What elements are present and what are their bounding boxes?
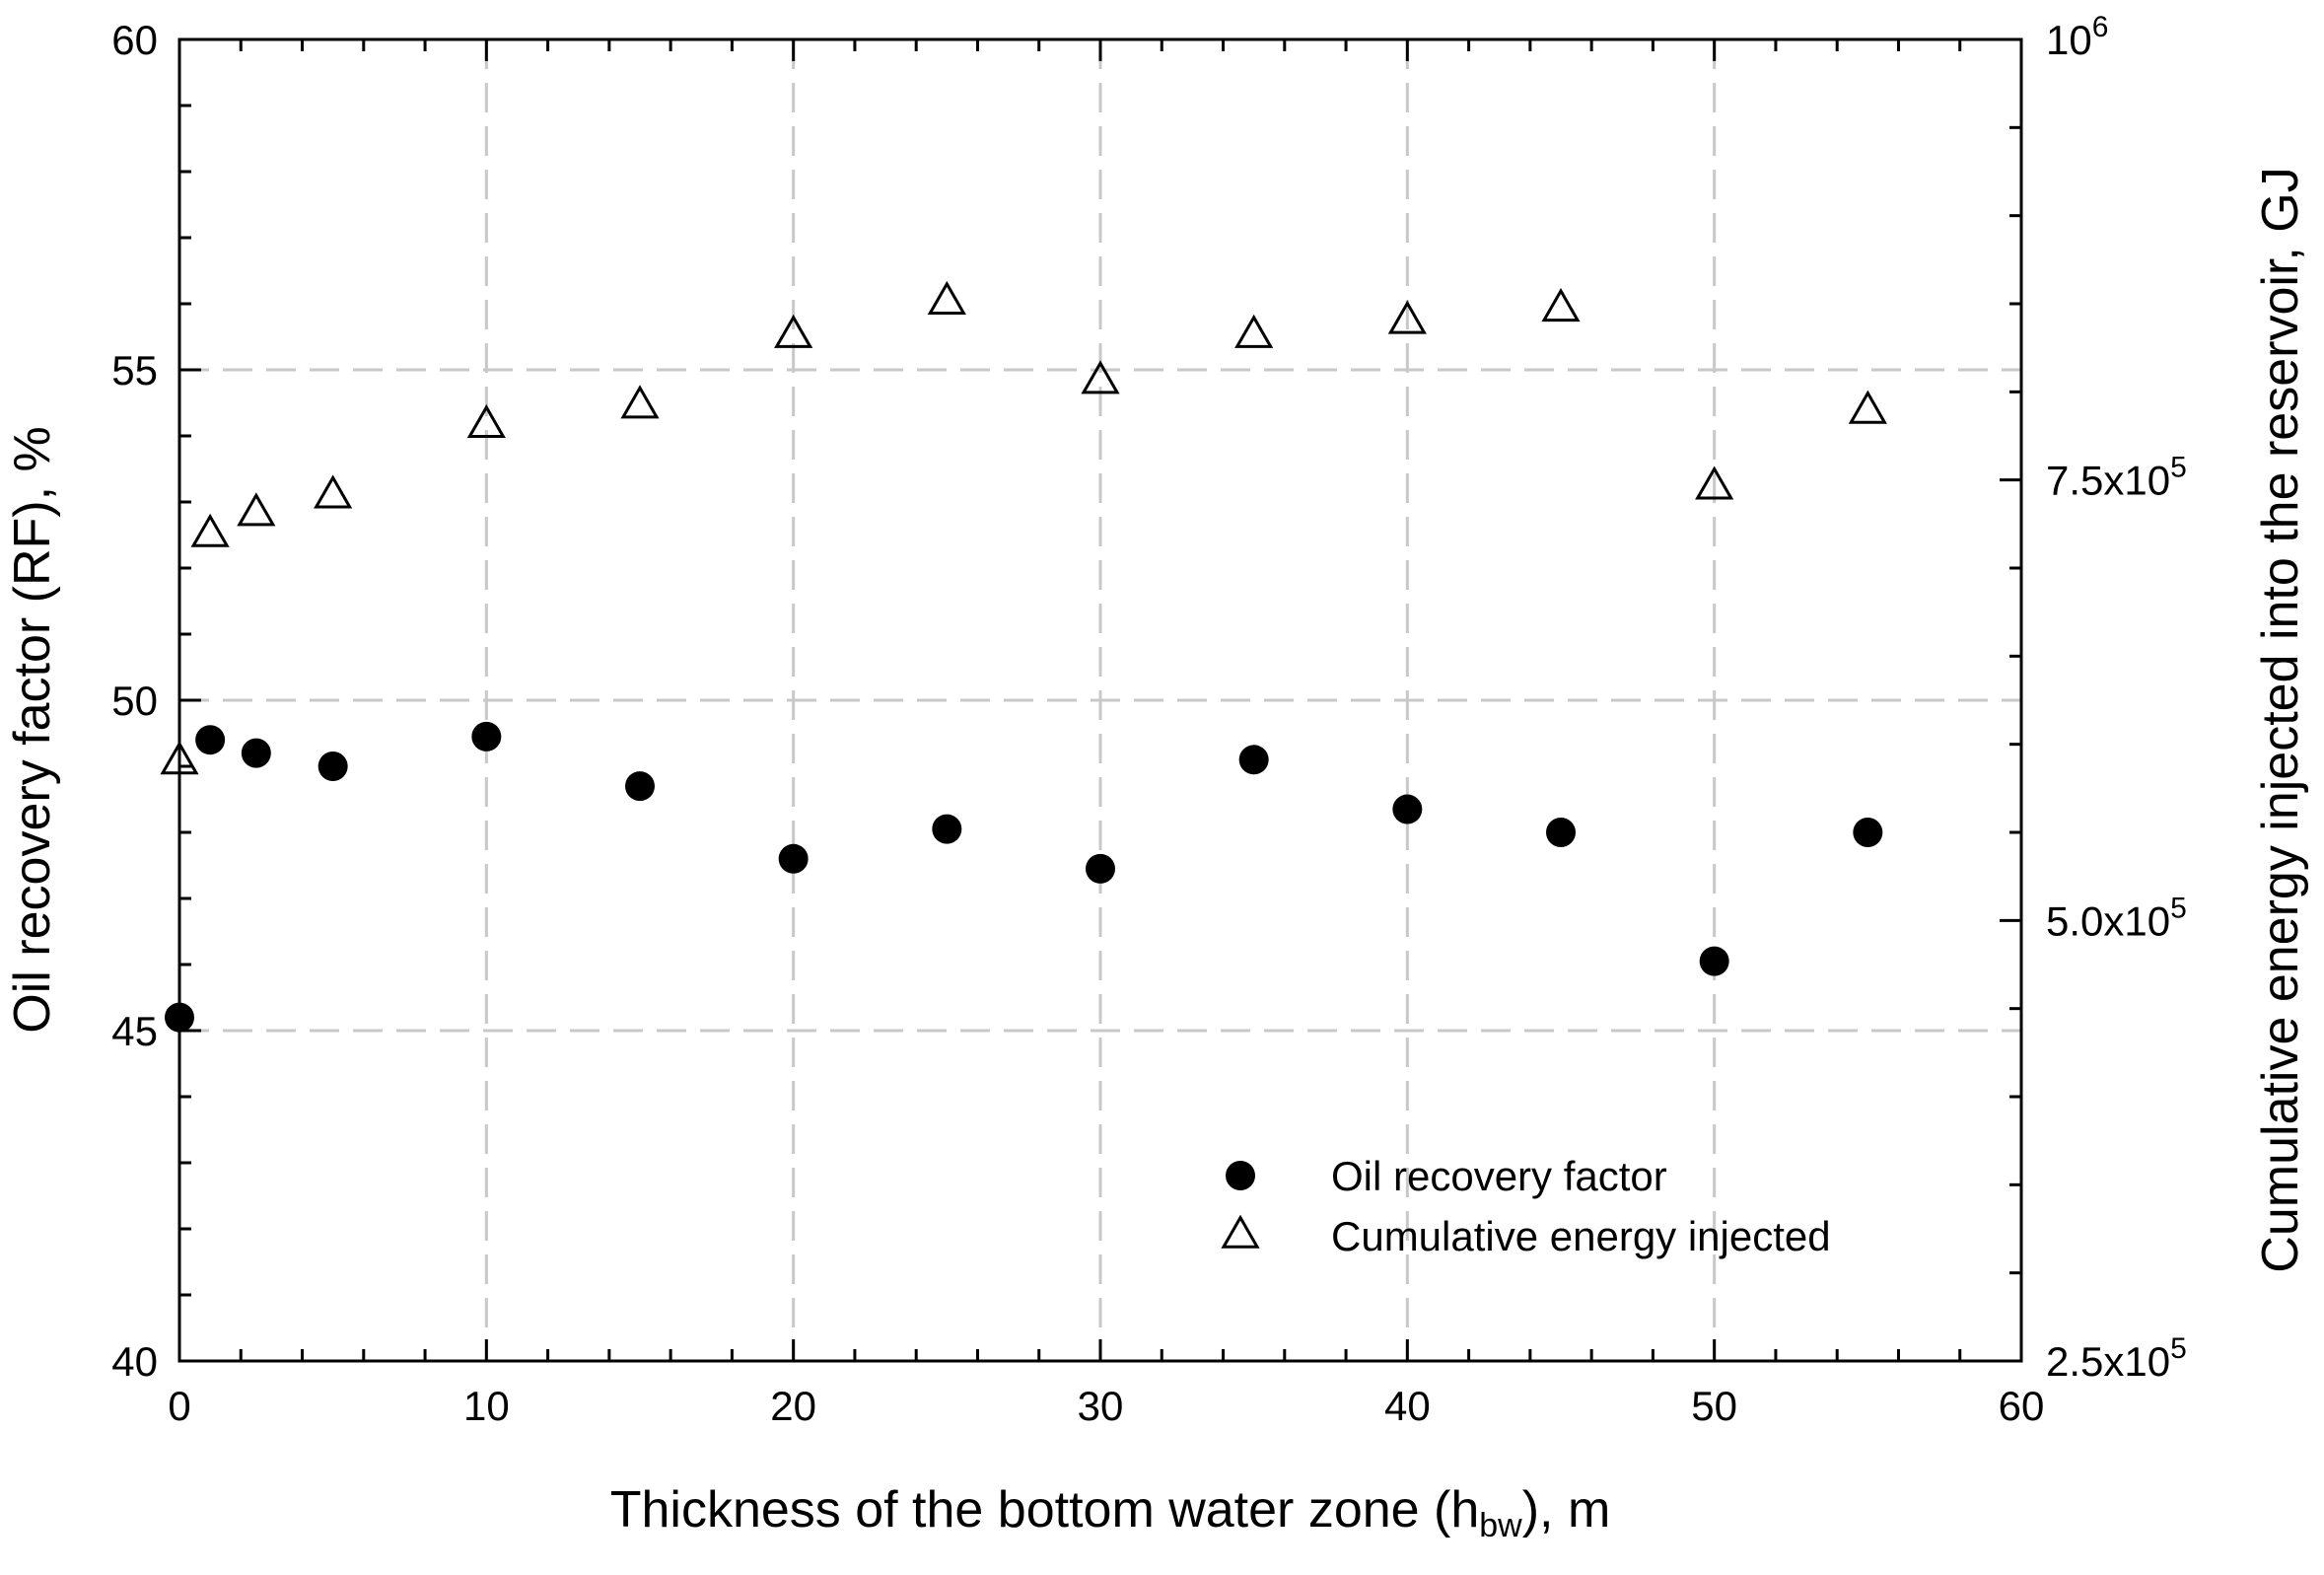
energy-injected-point: [620, 385, 660, 419]
y-right-tick-label: 5.0x105: [2046, 892, 2187, 944]
y-left-tick-label: 50: [111, 678, 158, 724]
energy-injected-point: [1081, 360, 1120, 394]
x-tick-label: 30: [1078, 1383, 1124, 1429]
energy-injected-point: [237, 492, 276, 527]
x-tick-label: 40: [1384, 1383, 1431, 1429]
energy-injected-point: [1848, 390, 1887, 424]
x-tick-label: 10: [463, 1383, 510, 1429]
energy-injected-point: [1387, 300, 1427, 334]
y-right-tick-label: 7.5x105: [2046, 452, 2187, 504]
x-tick-label: 20: [770, 1383, 816, 1429]
energy-injected-point: [190, 513, 230, 547]
oil-recovery-point: [471, 721, 502, 752]
oil-recovery-point: [165, 1002, 194, 1033]
oil-recovery-point: [932, 814, 962, 844]
axis-ticks: [177, 37, 2023, 1363]
x-tick-label: 50: [1691, 1383, 1737, 1429]
oil-recovery-point: [625, 771, 655, 802]
grid-lines: [179, 39, 2021, 1361]
oil-recovery-point: [1853, 818, 1883, 847]
energy-injected-point: [1234, 314, 1274, 348]
oil-recovery-point: [1392, 794, 1423, 824]
energy-injected-point: [466, 403, 506, 439]
legend: Oil recovery factor Cumulative energy in…: [1221, 1153, 1831, 1259]
energy-injected-point: [1695, 465, 1734, 500]
y-left-tick-label: 40: [111, 1338, 158, 1385]
legend-label-oil-recovery: Oil recovery factor: [1331, 1153, 1667, 1199]
oil-recovery-point: [1699, 946, 1729, 976]
y-left-tick-label: 55: [111, 347, 158, 394]
energy-injected-point: [774, 314, 813, 348]
legend-label-energy: Cumulative energy injected: [1331, 1213, 1831, 1259]
oil-recovery-point: [241, 738, 271, 768]
oil-recovery-point: [1086, 853, 1115, 884]
legend-marker-oil-recovery: [1226, 1161, 1255, 1190]
legend-marker-energy: [1221, 1214, 1260, 1249]
energy-injected-point: [160, 741, 199, 775]
x-axis-title: Thickness of the bottom water zone (hbw)…: [610, 1481, 1611, 1544]
oil-recovery-point: [1238, 745, 1269, 775]
x-tick-label: 0: [168, 1383, 190, 1429]
oil-recovery-point: [195, 725, 226, 755]
tick-labels: 0 10 20 30 40 50 6040455055602.5x1055.0x1057.5…: [111, 11, 2187, 1429]
y-axis-right-title: Cumulative energy injected into the rese…: [2252, 167, 2309, 1272]
energy-injected-point: [927, 280, 966, 315]
y-right-tick-label: 2.5x105: [2046, 1332, 2187, 1385]
data-markers: [160, 280, 1887, 1033]
oil-recovery-point: [778, 843, 809, 874]
y-right-tick-label: 106: [2046, 11, 2108, 63]
y-left-tick-label: 60: [111, 17, 158, 63]
x-tick-label: 60: [1999, 1383, 2045, 1429]
oil-recovery-point: [317, 752, 348, 781]
energy-injected-point: [1541, 288, 1581, 322]
energy-injected-point: [314, 474, 353, 509]
y-left-tick-label: 45: [111, 1008, 158, 1054]
y-axis-left-title: Oil recovery factor (RF), %: [4, 426, 61, 1033]
oil-recovery-point: [1546, 818, 1576, 847]
